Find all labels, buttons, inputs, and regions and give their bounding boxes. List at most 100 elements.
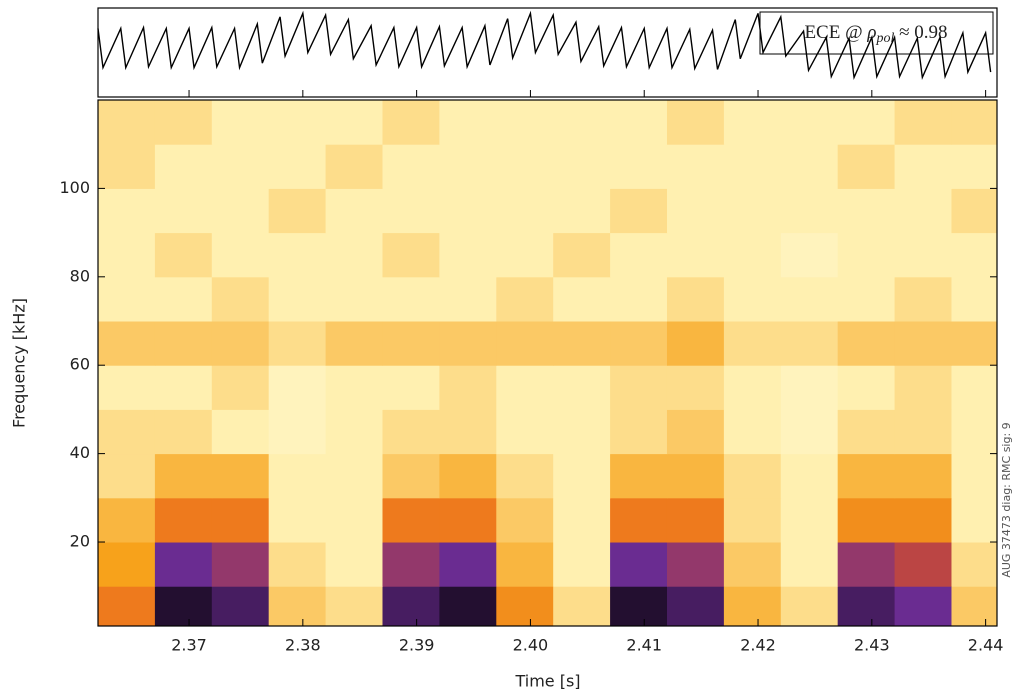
heat-cell xyxy=(723,497,782,543)
heat-cell xyxy=(439,144,497,189)
heat-cell xyxy=(723,365,782,410)
y-axis-label: Frequency [kHz] xyxy=(10,298,29,428)
heat-cell xyxy=(325,321,383,366)
heat-cell xyxy=(325,497,383,543)
heat-cell xyxy=(780,321,839,366)
heat-cell xyxy=(723,276,782,322)
heat-cell xyxy=(780,276,839,322)
heat-cell xyxy=(553,409,611,455)
heat-cell xyxy=(325,409,383,455)
heat-cell xyxy=(666,276,725,322)
heat-cell xyxy=(496,276,554,322)
heat-cell xyxy=(666,188,725,234)
heat-cell xyxy=(496,188,554,234)
heat-cell xyxy=(439,276,497,322)
heat-cell xyxy=(610,144,668,189)
heat-cell xyxy=(837,497,896,543)
heat-cell xyxy=(496,453,554,499)
annotation-symbol: ρ xyxy=(866,22,876,43)
heat-cell xyxy=(894,321,952,366)
heat-cell xyxy=(666,586,725,626)
heat-cell xyxy=(98,453,156,499)
heat-cell xyxy=(837,144,896,189)
heat-cell xyxy=(553,188,611,234)
heat-cell xyxy=(951,144,997,189)
heat-cell xyxy=(837,586,896,626)
heat-cell xyxy=(268,188,327,234)
trace-frame xyxy=(97,7,998,98)
heat-cell xyxy=(496,542,554,587)
heat-cell xyxy=(666,409,725,455)
heat-cell xyxy=(666,144,725,189)
x-tick-label: 2.44 xyxy=(968,636,1004,655)
heat-cell xyxy=(894,542,952,587)
heat-cell xyxy=(951,542,997,587)
heat-cell xyxy=(837,276,896,322)
heat-cell xyxy=(723,453,782,499)
heat-cell xyxy=(610,276,668,322)
heat-cell xyxy=(98,232,156,278)
heat-cell xyxy=(98,542,156,587)
heat-cell xyxy=(951,276,997,322)
heat-cell xyxy=(268,276,327,322)
heat-cell xyxy=(154,542,213,587)
heat-cell xyxy=(610,409,668,455)
heat-cell xyxy=(496,409,554,455)
heat-cell xyxy=(723,144,782,189)
heat-cell xyxy=(325,232,383,278)
heat-cell xyxy=(382,542,440,587)
heat-cell xyxy=(268,100,327,145)
x-tick-label: 2.39 xyxy=(399,636,435,655)
heat-cell xyxy=(553,100,611,145)
heat-cell xyxy=(211,497,270,543)
heat-cell xyxy=(382,409,440,455)
heat-cell xyxy=(951,232,997,278)
heat-cell xyxy=(382,144,440,189)
heat-cell xyxy=(382,497,440,543)
heat-cell xyxy=(325,276,383,322)
heat-cell xyxy=(894,497,952,543)
heat-cell xyxy=(382,232,440,278)
y-tick-label: 20 xyxy=(70,532,90,551)
plot-frame xyxy=(97,99,998,627)
heat-cell xyxy=(553,586,611,626)
heat-cell xyxy=(894,453,952,499)
heat-cell xyxy=(211,542,270,587)
heat-cell xyxy=(496,365,554,410)
heat-cell xyxy=(325,365,383,410)
heat-cell xyxy=(610,586,668,626)
heat-cell xyxy=(780,542,839,587)
annotation-subscript: pol xyxy=(875,31,894,46)
heat-cell xyxy=(610,542,668,587)
heat-cell xyxy=(951,586,997,626)
heat-cell xyxy=(439,100,497,145)
heat-cell xyxy=(894,409,952,455)
heat-cell xyxy=(894,365,952,410)
heat-cell xyxy=(951,409,997,455)
x-tick-label: 2.42 xyxy=(740,636,776,655)
heat-cell xyxy=(780,409,839,455)
heat-cell xyxy=(154,365,213,410)
heat-cell xyxy=(98,276,156,322)
heat-cell xyxy=(951,497,997,543)
heat-cell xyxy=(325,100,383,145)
heat-cell xyxy=(211,453,270,499)
annotation: ECE @ ρpol ≈ 0.98 xyxy=(804,22,947,46)
heat-cell xyxy=(780,497,839,543)
x-tick-label: 2.41 xyxy=(626,636,662,655)
x-tick-label: 2.38 xyxy=(285,636,321,655)
spectrogram xyxy=(98,100,997,626)
heat-cell xyxy=(382,188,440,234)
heat-cell xyxy=(382,100,440,145)
heat-cell xyxy=(439,453,497,499)
heat-cell xyxy=(382,321,440,366)
heat-cell xyxy=(496,586,554,626)
heat-cell xyxy=(723,321,782,366)
heat-cell xyxy=(211,409,270,455)
heat-cell xyxy=(439,188,497,234)
heat-cell xyxy=(723,232,782,278)
heat-cell xyxy=(268,453,327,499)
y-tick-label: 100 xyxy=(59,178,90,197)
heat-cell xyxy=(439,542,497,587)
heat-cell xyxy=(154,100,213,145)
